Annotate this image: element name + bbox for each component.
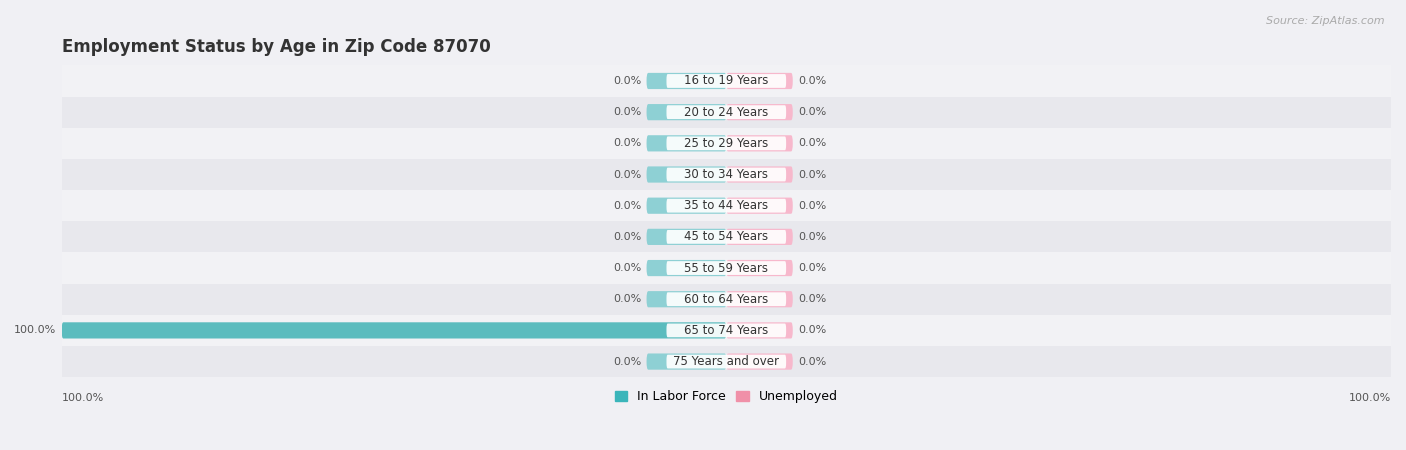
Text: 100.0%: 100.0%	[62, 393, 104, 403]
Text: Employment Status by Age in Zip Code 87070: Employment Status by Age in Zip Code 870…	[62, 37, 491, 55]
Text: 100.0%: 100.0%	[1348, 393, 1391, 403]
Text: 0.0%: 0.0%	[613, 356, 641, 367]
Text: 100.0%: 100.0%	[14, 325, 56, 335]
FancyBboxPatch shape	[62, 322, 727, 338]
Text: 0.0%: 0.0%	[613, 232, 641, 242]
FancyBboxPatch shape	[666, 355, 786, 369]
FancyBboxPatch shape	[666, 74, 786, 88]
FancyBboxPatch shape	[647, 135, 727, 152]
Text: 0.0%: 0.0%	[799, 325, 827, 335]
FancyBboxPatch shape	[727, 166, 793, 183]
FancyBboxPatch shape	[727, 198, 793, 214]
FancyBboxPatch shape	[727, 353, 793, 370]
FancyBboxPatch shape	[666, 261, 786, 275]
FancyBboxPatch shape	[727, 322, 793, 338]
FancyBboxPatch shape	[727, 291, 793, 307]
FancyBboxPatch shape	[647, 229, 727, 245]
Text: 0.0%: 0.0%	[613, 170, 641, 180]
Text: 20 to 24 Years: 20 to 24 Years	[685, 106, 769, 119]
Bar	[62, 97, 1391, 128]
Text: 0.0%: 0.0%	[799, 294, 827, 304]
Text: 0.0%: 0.0%	[613, 76, 641, 86]
FancyBboxPatch shape	[666, 230, 786, 244]
Text: 0.0%: 0.0%	[799, 263, 827, 273]
Text: 0.0%: 0.0%	[799, 170, 827, 180]
FancyBboxPatch shape	[727, 104, 793, 120]
Text: 65 to 74 Years: 65 to 74 Years	[685, 324, 769, 337]
FancyBboxPatch shape	[727, 229, 793, 245]
FancyBboxPatch shape	[647, 166, 727, 183]
Text: 0.0%: 0.0%	[799, 201, 827, 211]
FancyBboxPatch shape	[647, 291, 727, 307]
Text: 0.0%: 0.0%	[799, 76, 827, 86]
Text: 55 to 59 Years: 55 to 59 Years	[685, 261, 768, 274]
FancyBboxPatch shape	[727, 260, 793, 276]
FancyBboxPatch shape	[647, 353, 727, 370]
FancyBboxPatch shape	[647, 73, 727, 89]
Text: 0.0%: 0.0%	[613, 263, 641, 273]
Text: 25 to 29 Years: 25 to 29 Years	[685, 137, 769, 150]
Text: 30 to 34 Years: 30 to 34 Years	[685, 168, 768, 181]
FancyBboxPatch shape	[666, 167, 786, 181]
Text: 0.0%: 0.0%	[613, 138, 641, 148]
Bar	[62, 252, 1391, 284]
Text: 0.0%: 0.0%	[799, 138, 827, 148]
FancyBboxPatch shape	[666, 136, 786, 150]
Bar	[62, 315, 1391, 346]
FancyBboxPatch shape	[727, 135, 793, 152]
FancyBboxPatch shape	[666, 199, 786, 212]
Text: 60 to 64 Years: 60 to 64 Years	[685, 292, 769, 306]
Bar	[62, 65, 1391, 97]
Text: 0.0%: 0.0%	[613, 294, 641, 304]
FancyBboxPatch shape	[647, 260, 727, 276]
Bar	[62, 284, 1391, 315]
Text: 0.0%: 0.0%	[799, 356, 827, 367]
FancyBboxPatch shape	[666, 324, 786, 338]
Text: 16 to 19 Years: 16 to 19 Years	[685, 75, 769, 87]
Text: 0.0%: 0.0%	[799, 232, 827, 242]
Bar	[62, 221, 1391, 252]
Bar	[62, 346, 1391, 377]
FancyBboxPatch shape	[666, 105, 786, 119]
Bar	[62, 190, 1391, 221]
Legend: In Labor Force, Unemployed: In Labor Force, Unemployed	[610, 385, 842, 408]
FancyBboxPatch shape	[666, 292, 786, 306]
Text: 0.0%: 0.0%	[799, 107, 827, 117]
Text: Source: ZipAtlas.com: Source: ZipAtlas.com	[1267, 16, 1385, 26]
Text: 45 to 54 Years: 45 to 54 Years	[685, 230, 768, 243]
Text: 0.0%: 0.0%	[613, 201, 641, 211]
FancyBboxPatch shape	[727, 73, 793, 89]
FancyBboxPatch shape	[647, 198, 727, 214]
Bar	[62, 128, 1391, 159]
FancyBboxPatch shape	[647, 104, 727, 120]
Text: 75 Years and over: 75 Years and over	[673, 355, 779, 368]
Text: 35 to 44 Years: 35 to 44 Years	[685, 199, 768, 212]
Text: 0.0%: 0.0%	[613, 107, 641, 117]
Bar	[62, 159, 1391, 190]
